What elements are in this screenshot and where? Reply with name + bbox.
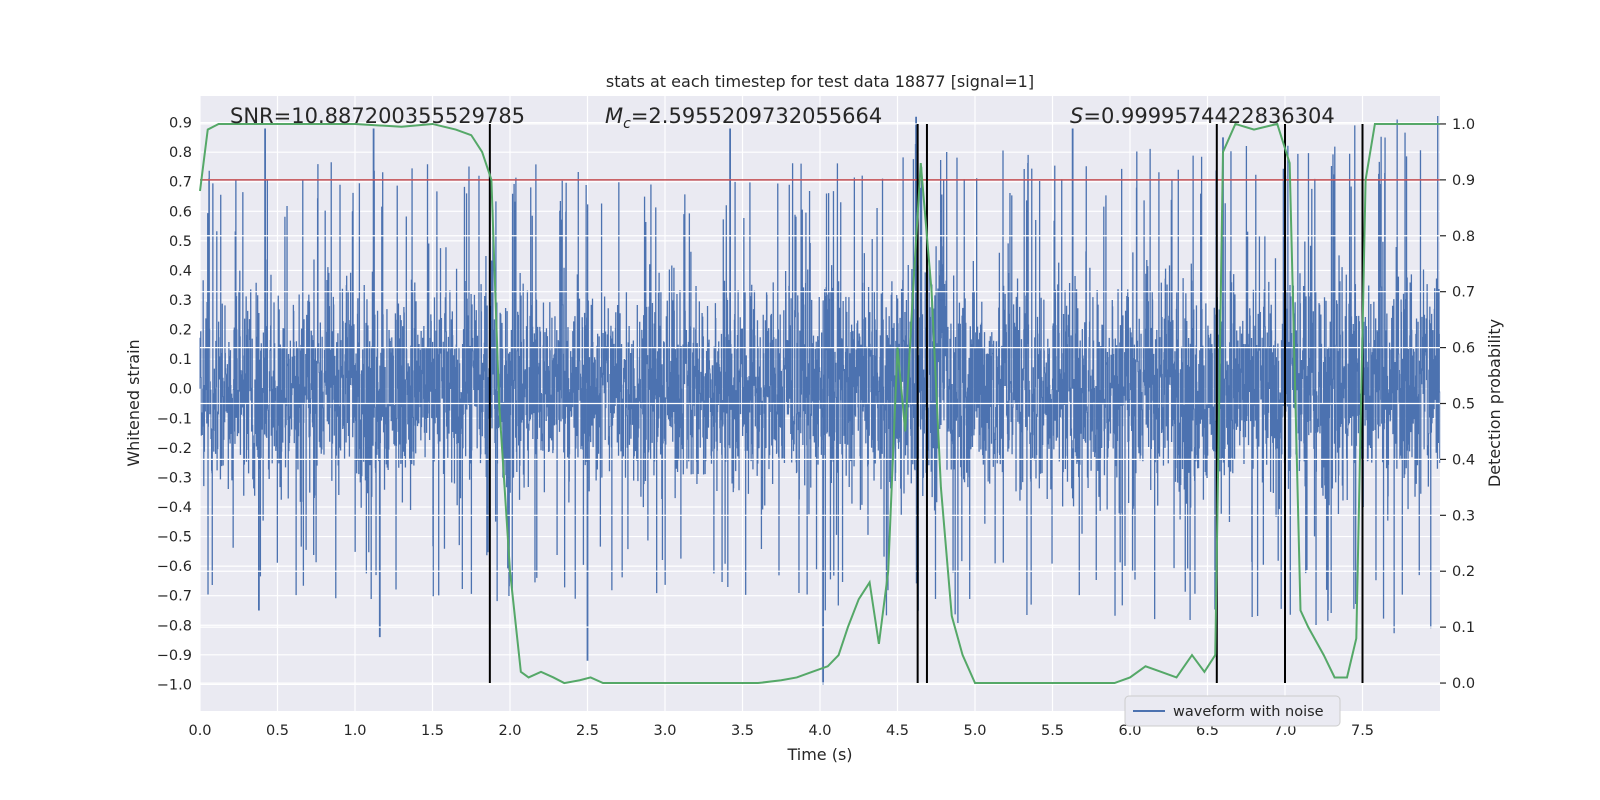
y-right-tick-label: 0.4: [1452, 452, 1475, 468]
y-left-tick-label: −0.7: [157, 589, 192, 605]
x-tick-label: 5.0: [963, 723, 986, 739]
chart-title: stats at each timestep for test data 188…: [606, 72, 1034, 91]
y-left-tick-label: −0.9: [157, 648, 192, 664]
x-tick-label: 1.5: [421, 723, 444, 739]
y-right-tick-label: 0.5: [1452, 397, 1475, 413]
y-left-tick-label: 0.5: [169, 234, 192, 250]
y-left-tick-label: 0.6: [169, 204, 192, 220]
x-tick-label: 2.5: [576, 723, 599, 739]
y-right-tick-label: 1.0: [1452, 117, 1475, 133]
y-left-tick-label: −0.1: [157, 411, 192, 427]
y-right-tick-label: 0.3: [1452, 508, 1475, 524]
y-left-tick-label: 0.1: [169, 352, 192, 368]
x-tick-label: 4.5: [886, 723, 909, 739]
left-y-tick-labels: −1.0 −0.9 −0.8 −0.7 −0.6 −0.5 −0.4 −0.3 −0.2 −0.1…: [157, 116, 192, 694]
waveform-trace: [199, 116, 1441, 634]
y-right-tick-label: 0.1: [1452, 620, 1475, 636]
x-tick-label: 5.5: [1041, 723, 1064, 739]
y-left-tick-label: 0.3: [169, 293, 192, 309]
chirp-mass-annotation: Mc=2.5955209732055664: [605, 104, 882, 132]
x-tick-label: 3.0: [653, 723, 676, 739]
x-tick-label: 2.0: [498, 723, 521, 739]
y-right-tick-label: 0.8: [1452, 229, 1475, 245]
s-annotation: S=0.9999574422836304: [1070, 104, 1335, 128]
y-left-tick-label: 0.7: [169, 175, 192, 191]
x-tick-label: 4.0: [808, 723, 831, 739]
y-right-tick-label: 0.6: [1452, 341, 1475, 357]
x-axis-title: Time (s): [786, 745, 852, 764]
y-left-tick-label: −0.3: [157, 470, 192, 486]
y-left-tick-label: −0.8: [157, 618, 192, 634]
snr-annotation: SNR=10.887200355529785: [230, 104, 525, 128]
s-value: =0.9999574422836304: [1083, 104, 1334, 128]
y-left-tick-label: 0.9: [169, 116, 192, 132]
y-right-tick-label: 0.7: [1452, 285, 1475, 301]
y-left-tick-label: −0.6: [157, 559, 192, 575]
y-left-tick-label: −1.0: [157, 677, 192, 693]
x-tick-label: 0.0: [188, 723, 211, 739]
y-left-tick-label: 0.0: [169, 382, 192, 398]
y-left-tick-label: −0.5: [157, 530, 192, 546]
legend-label: waveform with noise: [1173, 704, 1324, 720]
legend-box: [1124, 695, 1341, 727]
x-tick-label: 1.0: [343, 723, 366, 739]
chirp-mass-value: =2.5955209732055664: [631, 104, 882, 128]
x-tick-label: 6.0: [1118, 723, 1141, 739]
x-tick-label: 3.5: [731, 723, 754, 739]
left-y-axis-title: Whitened strain: [124, 339, 143, 466]
y-left-tick-label: 0.4: [169, 263, 192, 279]
right-y-axis-title: Detection probability: [1485, 319, 1504, 487]
x-tick-label: 0.5: [266, 723, 289, 739]
x-tick-labels: 0.0 0.5 1.0 1.5 2.0 2.5 3.0 3.5 4.0 4.5 5.0 5.5 6.0 6…: [188, 723, 1374, 739]
y-right-tick-label: 0.9: [1452, 173, 1475, 189]
right-y-tick-labels: 0.0 0.1 0.2 0.3 0.4 0.5 0.6 0.7 0.8 0.9 1.0: [1440, 117, 1475, 692]
y-left-tick-label: −0.2: [157, 441, 192, 457]
x-tick-label: 6.5: [1196, 723, 1219, 739]
y-right-tick-label: 0.0: [1452, 676, 1475, 692]
x-tick-label: 7.0: [1273, 723, 1296, 739]
y-right-tick-label: 0.2: [1452, 564, 1475, 580]
y-left-tick-label: 0.2: [169, 323, 192, 339]
chirp-mass-symbol: M: [605, 104, 623, 128]
legend: waveform with noise: [1124, 695, 1341, 727]
probability-line: [199, 122, 1440, 685]
x-tick-label: 7.5: [1351, 723, 1374, 739]
y-left-tick-label: −0.4: [157, 500, 192, 516]
s-symbol: S: [1070, 104, 1083, 128]
y-left-tick-label: 0.8: [169, 145, 192, 161]
chirp-mass-subscript: c: [623, 116, 631, 132]
